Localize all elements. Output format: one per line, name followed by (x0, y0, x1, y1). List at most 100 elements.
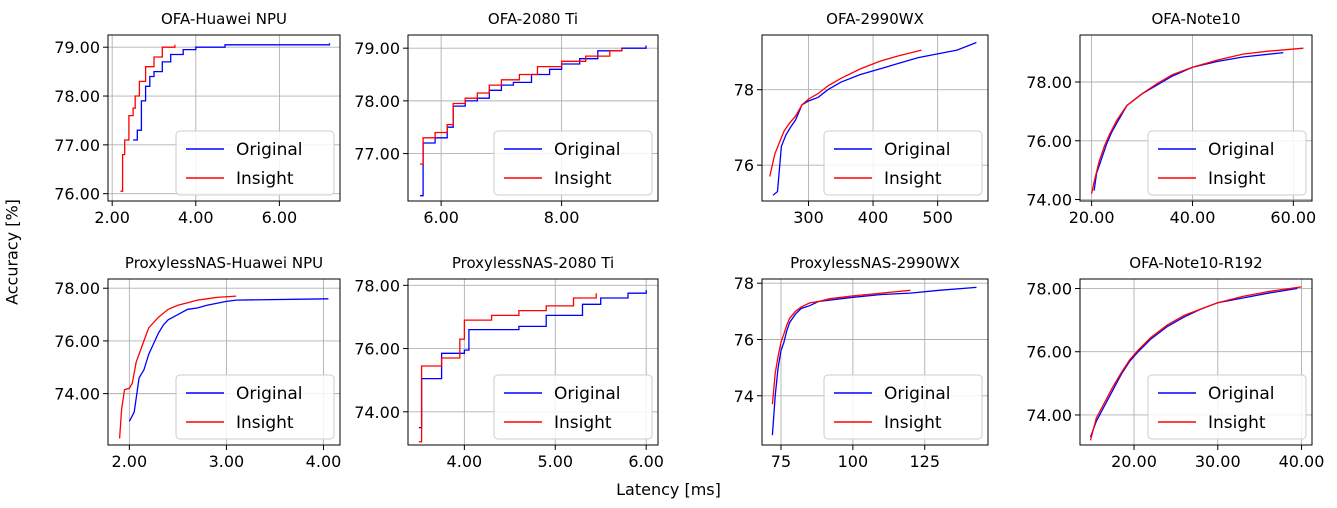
legend-label-insight: Insight (554, 413, 612, 433)
subplot-4: 20.00 40.00 60.00 74.00 76.00 78.00 OFA-Note10… (1026, 10, 1316, 227)
legend-label-insight: Insight (236, 169, 294, 189)
legend-label-insight: Insight (884, 413, 942, 433)
axes-frame (407, 34, 659, 202)
y-tick-label: 78.00 (54, 279, 100, 298)
series-line-original (128, 298, 329, 422)
x-tick-label: 100 (838, 452, 869, 471)
series-line-insight (118, 295, 237, 439)
legend-box (175, 374, 335, 440)
y-tick-label: 78.00 (54, 87, 100, 106)
shared-y-axis-label: Accuracy [%] (2, 199, 22, 305)
x-tick-label: 3.00 (209, 452, 245, 471)
legend-box (1147, 130, 1307, 196)
axes-frame (107, 278, 341, 446)
x-tick-label: 75 (771, 452, 791, 471)
x-tick-label: 6.00 (423, 208, 459, 227)
y-tick-label: 76.00 (54, 332, 100, 351)
y-tick-label: 74.00 (354, 403, 400, 422)
x-tick-label: 4.00 (178, 208, 214, 227)
legend-label-original: Original (236, 384, 303, 404)
legend-box (493, 130, 653, 196)
x-tick-label: 300 (793, 208, 824, 227)
axes-frame (1079, 278, 1313, 446)
legend-box (823, 130, 983, 196)
legend-label-original: Original (554, 384, 621, 404)
subplot-6: 4.00 5.00 6.00 74.00 76.00 78.00 ProxylessNAS-… (354, 254, 664, 471)
legend-label-original: Original (1208, 140, 1275, 160)
axes-frame (107, 34, 341, 202)
y-tick-label: 76.00 (1026, 132, 1072, 151)
y-tick-label: 78.00 (354, 276, 400, 295)
y-tick-label: 76 (734, 330, 754, 349)
x-tick-label: 30.00 (1195, 452, 1241, 471)
legend-label-original: Original (236, 140, 303, 160)
x-tick-label: 5.00 (537, 452, 573, 471)
x-tick-label: 6.00 (262, 208, 298, 227)
x-tick-label: 8.00 (544, 208, 580, 227)
x-tick-label: 4.00 (447, 452, 483, 471)
legend-box (175, 130, 335, 196)
subplot-1: 2.00 4.00 6.00 76.00 77.00 78.00 79.00 OFA-Huaw… (54, 10, 341, 227)
x-tick-label: 2.00 (112, 452, 148, 471)
legend-label-original: Original (884, 384, 951, 404)
x-tick-label: 2.00 (94, 208, 130, 227)
x-tick-label: 40.00 (1279, 452, 1325, 471)
x-tick-label: 20.00 (1069, 208, 1115, 227)
legend-label-insight: Insight (884, 169, 942, 189)
series-line-original (1089, 287, 1298, 438)
y-tick-label: 78.00 (1026, 279, 1072, 298)
y-tick-label: 77.00 (354, 145, 400, 164)
y-tick-label: 78.00 (1026, 73, 1072, 92)
axes-frame (761, 278, 989, 446)
series-line-original (772, 41, 977, 196)
subplot-8: 20.00 30.00 40.00 74.00 76.00 78.00 OFA-Note10… (1026, 254, 1324, 471)
subplot-title: OFA-Note10-R192 (1129, 254, 1262, 272)
y-tick-label: 78.00 (354, 92, 400, 111)
legend-box (493, 374, 653, 440)
series-line-original (418, 290, 647, 429)
y-tick-label: 74.00 (1026, 406, 1072, 425)
legend-label-original: Original (884, 140, 951, 160)
subplot-title: ProxylessNAS-2080 Ti (452, 254, 614, 272)
legend-label-insight: Insight (1208, 413, 1266, 433)
x-tick-label: 125 (909, 452, 940, 471)
y-tick-label: 76.00 (54, 185, 100, 204)
y-tick-label: 74 (734, 387, 754, 406)
subplot-title: OFA-2080 Ti (488, 10, 578, 28)
subplot-title: OFA-2990WX (826, 10, 924, 28)
subplot-7: 75 100 125 74 76 78 ProxylessNAS-2990WX Origina… (734, 254, 989, 471)
series-line-insight (769, 49, 922, 177)
x-tick-label: 4.00 (306, 452, 342, 471)
y-tick-label: 76.00 (1026, 343, 1072, 362)
legend-label-original: Original (554, 140, 621, 160)
x-tick-label: 60.00 (1270, 208, 1316, 227)
x-tick-label: 6.00 (628, 452, 664, 471)
y-tick-label: 78 (734, 274, 754, 293)
x-tick-label: 20.00 (1111, 452, 1157, 471)
series-line-insight (418, 293, 597, 443)
y-tick-label: 74.00 (1026, 191, 1072, 210)
legend-label-insight: Insight (1208, 169, 1266, 189)
shared-x-axis-label: Latency [ms] (616, 480, 721, 499)
y-tick-label: 78 (734, 81, 754, 100)
y-tick-label: 77.00 (54, 136, 100, 155)
series-line-original (771, 286, 977, 436)
y-tick-label: 79.00 (54, 38, 100, 57)
legend-box (1147, 374, 1307, 440)
y-tick-label: 76.00 (354, 340, 400, 359)
x-tick-label: 500 (922, 208, 953, 227)
axes-frame (761, 34, 989, 202)
subplot-title: ProxylessNAS-Huawei NPU (125, 254, 323, 272)
series-line-insight (1090, 47, 1304, 194)
legend-label-insight: Insight (554, 169, 612, 189)
series-line-insight (1089, 286, 1302, 441)
series-line-insight (771, 289, 911, 405)
axes-frame (407, 278, 659, 446)
series-line-insight (120, 44, 176, 192)
series-line-original (133, 43, 331, 141)
series-line-insight (420, 48, 623, 165)
subplot-3: 300 400 500 76 78 OFA-2990WX Original Insight (734, 10, 989, 227)
axes-frame (1079, 34, 1313, 202)
